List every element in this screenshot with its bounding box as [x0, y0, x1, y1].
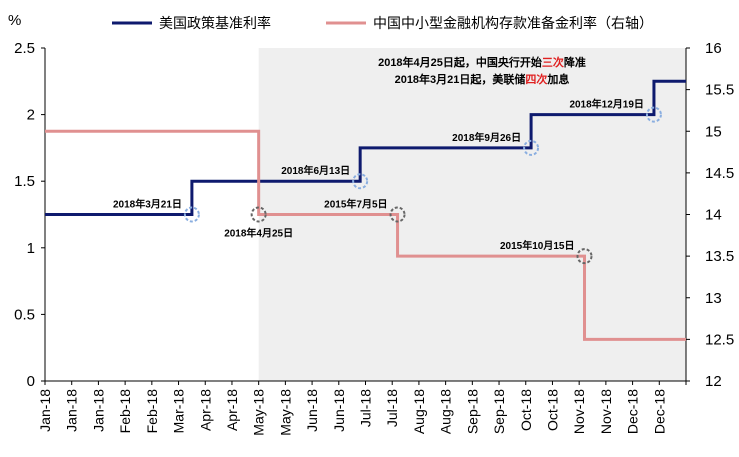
x-tick-label: Jan-18: [90, 389, 106, 432]
annotation-marker: [183, 206, 200, 223]
y-right-tick-label: 14: [705, 207, 722, 224]
note-segment: 2018年3月21日起，美联储: [395, 72, 526, 86]
note-segment: 四次: [525, 72, 547, 86]
x-tick-label: Dec-18: [651, 389, 667, 434]
y-unit-label: %: [8, 12, 21, 29]
x-tick-label: Nov-18: [571, 389, 587, 434]
annotation-marker: [523, 139, 540, 156]
x-tick-label: Jul-18: [384, 389, 400, 427]
x-tick-label: May-18: [277, 389, 293, 436]
x-tick-label: Oct-18: [544, 389, 560, 431]
note-line: 2018年4月25日起，中国央行开始三次降准: [378, 55, 586, 69]
x-tick-label: May-18: [251, 389, 267, 436]
note-segment: 2018年4月25日起，中国央行开始: [378, 55, 542, 69]
x-tick-label: Jul-18: [358, 389, 374, 427]
y-right-tick-label: 13.5: [705, 248, 734, 265]
legend-label: 美国政策基准利率: [159, 15, 271, 31]
x-tick-label: Mar-18: [171, 389, 187, 434]
annotation-label: 2015年10月15日: [500, 239, 575, 252]
note-segment: 三次: [542, 55, 564, 69]
y-left-tick-label: 1: [27, 240, 35, 257]
x-tick-label: Feb-18: [117, 389, 133, 434]
legend-label: 中国中小型金融机构存款准备金利率（右轴）: [373, 15, 653, 31]
y-left-tick-label: 2.5: [14, 40, 35, 57]
annotation-marker: [250, 206, 267, 223]
note-segment: 降准: [564, 55, 586, 69]
annotation-label: 2018年4月25日: [224, 227, 293, 240]
x-tick-label: Jan-18: [37, 389, 53, 432]
series-line-us-rate: [45, 79, 686, 216]
annotation-label: 2015年7月5日: [324, 198, 387, 211]
annotation-label: 2018年12月19日: [569, 98, 644, 111]
note-line: 2018年3月21日起，美联储四次加息: [395, 72, 570, 86]
y-right-tick-label: 14.5: [705, 165, 734, 182]
y-left-tick-label: 0.5: [14, 306, 35, 323]
x-tick-label: Jan-18: [64, 389, 80, 432]
x-tick-label: Jun-18: [331, 389, 347, 432]
annotation-marker: [576, 248, 593, 265]
x-tick-label: Apr-18: [224, 389, 240, 431]
y-left-tick-label: 0: [27, 373, 35, 390]
annotation-label: 2018年6月13日: [281, 164, 350, 177]
x-tick-label: Apr-18: [197, 389, 213, 431]
annotation-marker: [389, 206, 406, 223]
x-tick-label: Feb-18: [144, 389, 160, 434]
x-tick-label: Oct-18: [518, 389, 534, 431]
annotation-marker: [645, 106, 662, 123]
y-left-tick-label: 2: [27, 107, 35, 124]
note-segment: 加息: [546, 72, 569, 86]
series-line-china-rrr: [45, 129, 686, 341]
y-right-tick-label: 12.5: [705, 331, 734, 348]
x-tick-label: Aug-18: [438, 389, 454, 434]
y-right-tick-label: 15: [705, 123, 722, 140]
x-tick-label: Dec-18: [625, 389, 641, 434]
x-tick-label: Jun-18: [304, 389, 320, 432]
x-tick-label: Sep-18: [491, 389, 507, 434]
x-tick-label: Sep-18: [464, 389, 480, 434]
y-right-tick-label: 16: [705, 40, 722, 57]
annotation-label: 2018年9月26日: [452, 131, 521, 144]
x-tick-label: Aug-18: [411, 389, 427, 434]
y-left-tick-label: 1.5: [14, 173, 35, 190]
y-right-tick-label: 15.5: [705, 82, 734, 99]
x-tick-label: Nov-18: [598, 389, 614, 434]
annotation-marker: [352, 173, 369, 190]
annotation-label: 2018年3月21日: [113, 198, 182, 211]
y-right-tick-label: 13: [705, 290, 722, 307]
y-right-tick-label: 12: [705, 373, 722, 390]
